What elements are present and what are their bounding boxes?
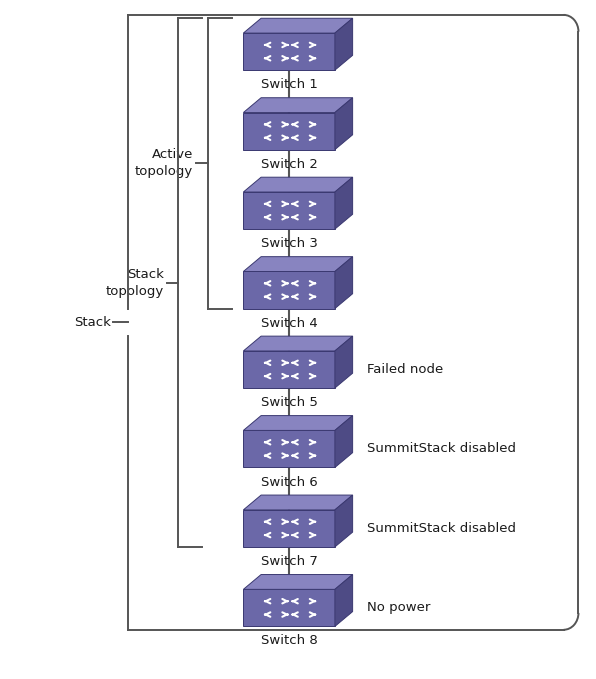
Text: SummitStack disabled: SummitStack disabled [367, 443, 516, 456]
Polygon shape [335, 416, 353, 467]
Polygon shape [243, 351, 335, 388]
Polygon shape [335, 98, 353, 149]
Text: Stack
topology: Stack topology [105, 268, 164, 297]
Polygon shape [243, 574, 353, 589]
Polygon shape [335, 336, 353, 388]
Polygon shape [243, 98, 353, 113]
Text: Switch 7: Switch 7 [260, 555, 318, 568]
Polygon shape [335, 177, 353, 229]
Polygon shape [243, 192, 335, 229]
Text: Switch 6: Switch 6 [261, 475, 318, 488]
Text: Switch 2: Switch 2 [260, 158, 318, 170]
Polygon shape [243, 430, 335, 467]
Polygon shape [243, 510, 335, 547]
Polygon shape [243, 257, 353, 272]
Polygon shape [335, 257, 353, 308]
Polygon shape [335, 495, 353, 547]
Text: Stack: Stack [74, 316, 110, 329]
Polygon shape [243, 495, 353, 510]
Text: Active
topology: Active topology [135, 149, 193, 179]
Polygon shape [243, 336, 353, 351]
Polygon shape [243, 589, 335, 627]
Text: Switch 4: Switch 4 [261, 316, 318, 329]
Text: No power: No power [367, 602, 431, 614]
Polygon shape [243, 272, 335, 308]
Text: Switch 1: Switch 1 [260, 78, 318, 91]
Polygon shape [335, 18, 353, 70]
Polygon shape [335, 574, 353, 627]
Polygon shape [243, 177, 353, 192]
Text: Switch 8: Switch 8 [261, 634, 318, 648]
Text: SummitStack disabled: SummitStack disabled [367, 522, 516, 535]
Text: Switch 3: Switch 3 [260, 237, 318, 250]
Polygon shape [243, 113, 335, 149]
Text: Switch 5: Switch 5 [260, 396, 318, 409]
Polygon shape [243, 18, 353, 33]
Text: Failed node: Failed node [367, 363, 443, 376]
Polygon shape [243, 416, 353, 430]
Polygon shape [243, 33, 335, 70]
